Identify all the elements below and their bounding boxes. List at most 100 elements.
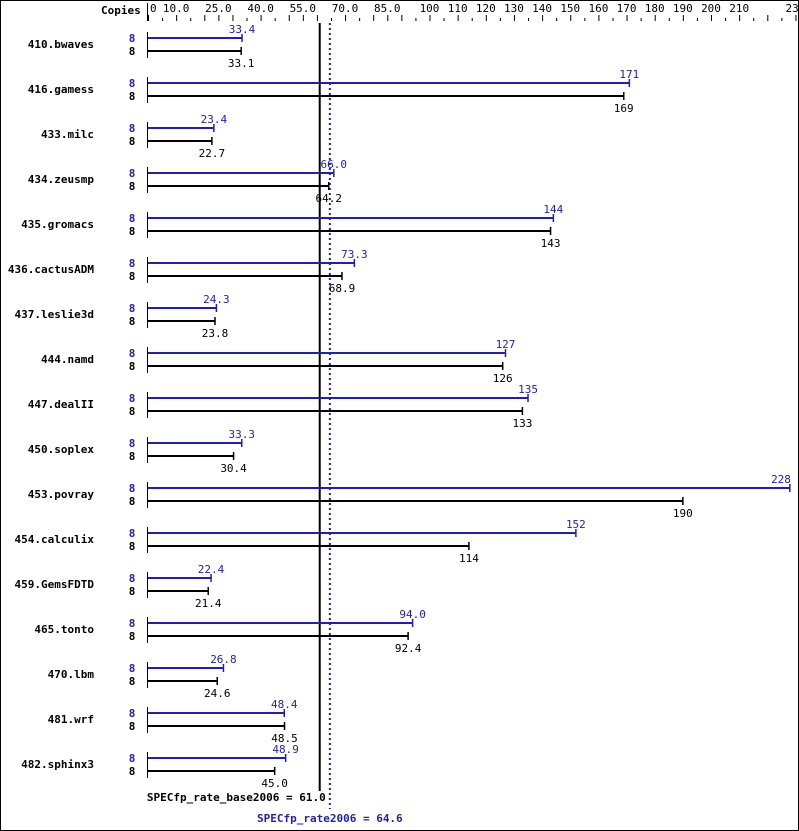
tick-label: 70.0 [332,2,359,15]
benchmark-label: 437.leslie3d [15,308,94,321]
base-copies: 8 [129,180,136,193]
peak-copies: 8 [129,527,136,540]
benchmark-label: 454.calculix [15,533,95,546]
peak-copies: 8 [129,707,136,720]
peak-copies: 8 [129,212,136,225]
benchmark-label: 450.soplex [28,443,95,456]
tick-label: 25.0 [205,2,232,15]
benchmark-label: 470.lbm [48,668,95,681]
benchmark-label: 436.cactusADM [8,263,94,276]
base-copies: 8 [129,135,136,148]
peak-value-label: 48.9 [272,743,299,756]
tick-label: 120 [476,2,496,15]
base-copies: 8 [129,450,136,463]
base-copies: 8 [129,270,136,283]
benchmark-label: 481.wrf [48,713,94,726]
peak-copies: 8 [129,437,136,450]
peak-copies: 8 [129,77,136,90]
benchmark-label: 410.bwaves [28,38,94,51]
tick-label: 0 [150,2,157,15]
base-value-label: 64.2 [315,192,342,205]
peak-copies: 8 [129,302,136,315]
base-value-label: 133 [512,417,532,430]
tick-label: 170 [617,2,637,15]
peak-value-label: 152 [566,518,586,531]
tick-label: 210 [729,2,749,15]
peak-copies: 8 [129,257,136,270]
tick-label: 55.0 [290,2,317,15]
benchmark-label: 434.zeusmp [28,173,95,186]
base-value-label: 24.6 [204,687,231,700]
peak-value-label: 23.4 [201,113,228,126]
tick-label: 10.0 [163,2,190,15]
base-copies: 8 [129,495,136,508]
base-copies: 8 [129,720,136,733]
base-copies: 8 [129,90,136,103]
peak-copies: 8 [129,752,136,765]
base-value-label: 126 [493,372,513,385]
tick-label: 40.0 [247,2,274,15]
peak-value-label: 66.0 [321,158,348,171]
base-value-label: 23.8 [202,327,229,340]
base-copies: 8 [129,315,136,328]
peak-copies: 8 [129,167,136,180]
axis-label: Copies [101,4,141,17]
peak-value-label: 171 [619,68,639,81]
benchmark-label: 453.povray [28,488,95,501]
base-value-label: 190 [673,507,693,520]
base-value-label: 48.5 [271,732,298,745]
peak-value-label: 94.0 [399,608,426,621]
peak-copies: 8 [129,617,136,630]
base-reference-label: SPECfp_rate_base2006 = 61.0 [147,791,326,804]
peak-copies: 8 [129,662,136,675]
peak-reference-label: SPECfp_rate2006 = 64.6 [257,812,403,825]
peak-value-label: 73.3 [341,248,368,261]
benchmark-label: 433.milc [41,128,94,141]
base-value-label: 68.9 [329,282,356,295]
base-copies: 8 [129,540,136,553]
benchmark-label: 435.gromacs [21,218,94,231]
peak-value-label: 33.3 [228,428,255,441]
tick-label: 160 [588,2,608,15]
peak-value-label: 127 [496,338,516,351]
peak-copies: 8 [129,572,136,585]
benchmark-label: 416.gamess [28,83,94,96]
base-value-label: 22.7 [199,147,226,160]
base-copies: 8 [129,45,136,58]
benchmark-label: 482.sphinx3 [21,758,94,771]
tick-label: 85.0 [374,2,401,15]
peak-copies: 8 [129,482,136,495]
peak-copies: 8 [129,392,136,405]
benchmark-label: 459.GemsFDTD [15,578,95,591]
base-value-label: 45.0 [261,777,288,790]
peak-value-label: 48.4 [271,698,298,711]
peak-value-label: 144 [543,203,563,216]
base-copies: 8 [129,360,136,373]
tick-label: 230 [786,2,798,15]
base-copies: 8 [129,630,136,643]
base-value-label: 33.1 [228,57,255,70]
base-copies: 8 [129,225,136,238]
peak-value-label: 228 [771,473,791,486]
tick-label: 150 [560,2,580,15]
base-value-label: 92.4 [395,642,422,655]
tick-label: 100 [420,2,440,15]
base-value-label: 21.4 [195,597,222,610]
benchmark-label: 447.dealII [28,398,94,411]
tick-label: 190 [673,2,693,15]
tick-label: 130 [504,2,524,15]
base-value-label: 30.4 [220,462,247,475]
peak-copies: 8 [129,32,136,45]
base-copies: 8 [129,405,136,418]
base-value-label: 114 [459,552,479,565]
peak-copies: 8 [129,347,136,360]
base-value-label: 169 [614,102,634,115]
peak-value-label: 33.4 [229,23,256,36]
base-copies: 8 [129,765,136,778]
tick-label: 200 [701,2,721,15]
tick-label: 140 [532,2,552,15]
base-value-label: 143 [541,237,561,250]
base-copies: 8 [129,675,136,688]
